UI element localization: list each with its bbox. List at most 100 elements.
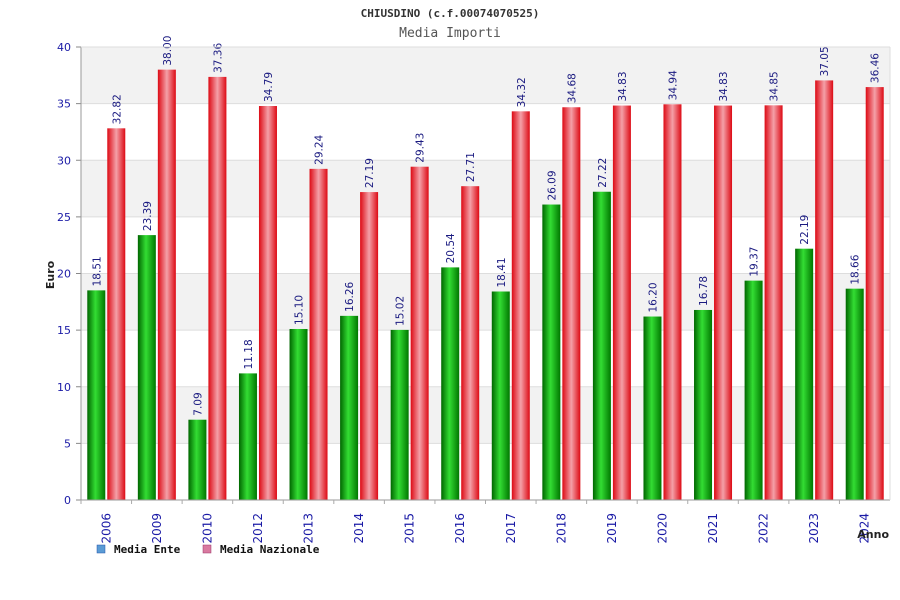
data-label-media-ente: 16.20 [647,282,659,312]
data-label-media-nazionale: 34.94 [667,70,679,100]
data-label-media-ente: 18.51 [91,256,103,286]
data-label-media-ente: 7.09 [192,392,204,415]
y-tick-label: 10 [57,381,71,394]
x-tick-label: 2021 [706,513,720,544]
x-tick-label: 2024 [858,513,872,544]
bars-group [87,69,884,501]
bar-media-ente [441,267,460,500]
legend-label-media-ente: Media Ente [114,543,181,556]
data-label-media-ente: 16.78 [698,276,710,306]
bar-media-ente [643,316,662,500]
data-label-media-nazionale: 29.24 [314,134,326,164]
legend-swatch-media-nazionale [202,544,212,554]
bar-media-ente [340,315,359,500]
bar-media-nazionale [865,87,884,500]
x-tick-label: 2010 [200,513,214,544]
data-label-media-ente: 19.37 [749,247,761,277]
bar-media-ente [845,288,864,500]
x-tick-label: 2023 [807,513,821,544]
data-label-media-nazionale: 34.68 [566,73,578,103]
bar-media-nazionale [410,166,429,500]
x-tick-label: 2016 [453,513,467,544]
data-label-media-nazionale: 34.85 [769,71,781,101]
bar-media-nazionale [360,192,379,501]
bar-media-ente [491,291,510,500]
x-tick-label: 2009 [150,513,164,544]
x-tick-label: 2014 [352,513,366,544]
data-label-media-ente: 27.22 [597,158,609,188]
legend-label-media-nazionale: Media Nazionale [220,543,320,556]
data-label-media-nazionale: 34.79 [263,72,275,102]
y-axis-label: Euro [44,260,57,289]
bar-media-nazionale [208,76,227,500]
bar-media-nazionale [815,80,834,500]
data-label-media-nazionale: 34.32 [516,77,528,107]
bar-media-ente [238,373,257,500]
legend-swatch-media-ente [96,544,106,554]
y-tick-label: 5 [64,437,71,450]
bar-media-ente [289,328,308,500]
axes-group: 0 5 10 15 20 25 30 35 40 2006 2009 2010 2012 2013 2014… [57,41,891,544]
data-label-media-nazionale: 29.43 [415,133,427,163]
data-label-media-ente: 18.41 [496,257,508,287]
x-axis-label: Anno [857,528,889,541]
data-label-media-ente: 15.10 [294,295,306,325]
bar-media-ente [542,204,561,500]
bar-media-nazionale [663,104,682,500]
y-tick-label: 40 [57,41,71,54]
y-tick-label: 35 [57,98,71,111]
legend: Media Ente Media Nazionale [96,543,320,556]
x-tick-label: 2019 [605,513,619,544]
bar-media-nazionale [461,186,480,500]
y-tick-label: 15 [57,324,71,337]
bar-media-nazionale [562,107,581,501]
x-tick-label: 2015 [403,513,417,544]
x-tick-label: 2013 [302,513,316,544]
data-label-media-nazionale: 38.00 [162,36,174,66]
bar-media-ente [795,248,814,500]
x-tick-label: 2020 [655,513,669,544]
bar-media-nazionale [764,105,783,500]
data-label-media-nazionale: 37.05 [819,46,831,76]
data-label-media-nazionale: 27.71 [465,152,477,182]
bar-media-nazionale [107,128,126,500]
data-label-media-ente: 20.54 [445,233,457,263]
y-tick-label: 30 [57,154,71,167]
y-tick-label: 20 [57,268,71,281]
bar-media-ente [744,280,763,500]
data-label-media-ente: 26.09 [546,170,558,200]
data-label-media-nazionale: 32.82 [111,94,123,124]
y-tick-label: 25 [57,211,71,224]
bar-media-ente [390,329,409,500]
data-label-media-ente: 16.26 [344,281,356,311]
bar-media-nazionale [511,111,530,501]
y-tick-label: 0 [64,494,71,507]
bar-media-ente [137,235,156,500]
data-label-media-nazionale: 27.19 [364,158,376,188]
data-label-media-ente: 22.19 [799,215,811,245]
data-label-media-ente: 23.39 [142,201,154,231]
bar-media-nazionale [714,105,733,501]
bar-media-ente [592,191,611,500]
bar-media-ente [87,290,106,500]
x-tick-label: 2018 [554,513,568,544]
data-label-media-nazionale: 34.83 [617,71,629,101]
data-label-media-nazionale: 34.83 [718,71,730,101]
data-label-media-nazionale: 36.46 [870,53,882,83]
chart-subtitle: Media Importi [399,26,501,41]
bar-media-nazionale [258,106,277,501]
bar-media-ente [188,419,207,500]
data-label-media-ente: 11.18 [243,339,255,369]
data-label-media-nazionale: 37.36 [212,43,224,73]
bar-media-nazionale [612,105,631,501]
bar-media-nazionale [157,69,176,501]
bar-media-nazionale [309,168,328,500]
x-tick-label: 2017 [504,513,518,544]
chart-title: CHIUSDINO (c.f.00074070525) [361,7,540,20]
x-tick-label: 2012 [251,513,265,544]
data-label-media-ente: 15.02 [395,296,407,326]
x-tick-label: 2006 [99,513,113,544]
data-label-media-ente: 18.66 [850,254,862,284]
x-tick-label: 2022 [757,513,771,544]
